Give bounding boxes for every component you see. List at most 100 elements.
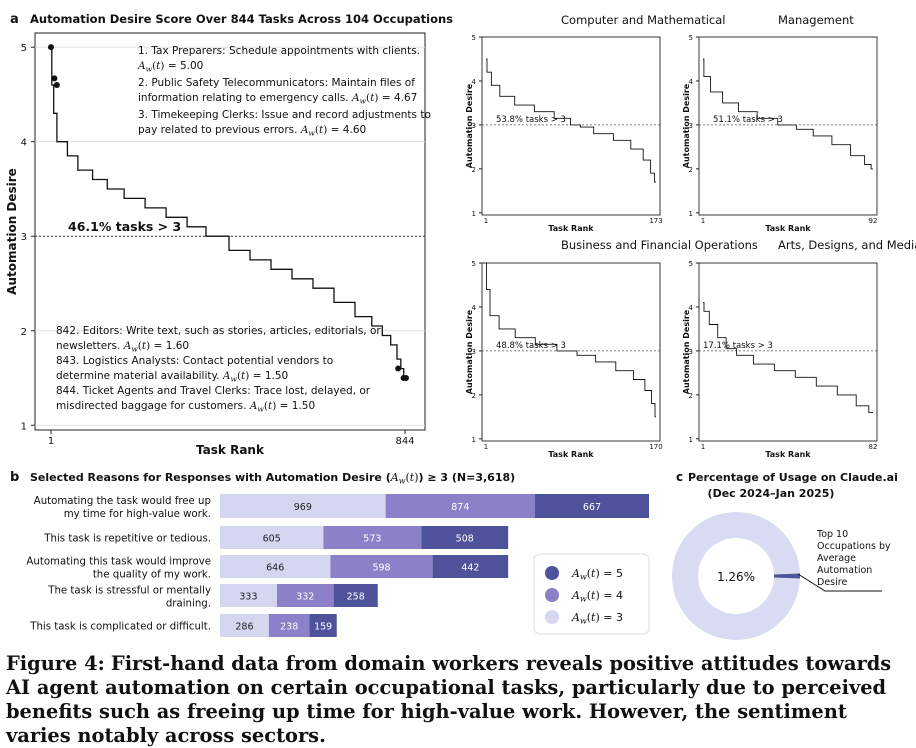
subpanel-y-tick-label: 4: [689, 304, 694, 312]
panel-b-bar-segment: [432, 555, 509, 578]
panel-b-legend-swatch: [545, 610, 559, 624]
subpanel-threshold-label: 53.8% tasks > 3: [496, 115, 566, 125]
panel-b-category-label: This task is complicated or difficult.: [29, 622, 211, 633]
caption-text: First-hand data from domain workers reve…: [6, 652, 892, 747]
subpanel-xlabel: Task Rank: [548, 224, 594, 233]
subpanel-title: Business and Financial Operations: [561, 238, 758, 252]
panel-c-annotation-line: Average: [817, 553, 856, 564]
panel-b-category-label: draining.: [166, 599, 211, 610]
subpanel-x-end: 92: [869, 217, 878, 225]
figure-caption: Figure 4: First-hand data from domain wo…: [6, 652, 912, 748]
subpanel-frame: [481, 262, 661, 442]
panel-b-bar-label: 286: [235, 622, 253, 633]
panel-b-bar-segment: [220, 526, 324, 549]
panel-b-bar-segment: [220, 584, 277, 607]
panel-b-bar-segment: [385, 494, 535, 518]
panel-a-x-tick-label: 1: [48, 436, 54, 447]
panel-a-bottom-note-line1: 844. Ticket Agents and Travel Clerks: Tr…: [56, 385, 371, 397]
subpanel-y-tick-label: 2: [689, 166, 693, 174]
subpanel-y-tick-label: 2: [472, 166, 476, 174]
panel-a-highlight-point: [51, 75, 58, 82]
panel-b-legend-swatch: [545, 566, 559, 580]
panel-a-y-tick-label: 3: [21, 232, 27, 243]
panel-b-bar-label: 159: [314, 622, 332, 633]
panel-a-bottom-note-line1: 843. Logistics Analysts: Contact potenti…: [56, 355, 333, 367]
panel-b-category-label: This task is repetitive or tedious.: [43, 534, 211, 545]
figure: a Automation Desire Score Over 844 Tasks …: [5, 12, 916, 641]
panel-c-annotation-leader: [797, 573, 882, 592]
panel-b-category-label: Automating this task would improve: [26, 557, 211, 568]
panel-a-top-note-line2: Aw(t) = 5.00: [137, 60, 203, 73]
panel-b-bar-segment: [534, 494, 649, 518]
subpanel-y-tick-label: 3: [472, 348, 476, 356]
subpanel-y-tick-label: 3: [472, 122, 476, 130]
subpanel-y-tick-label: 5: [472, 34, 476, 42]
panel-a-x-tick-label: 844: [395, 436, 414, 447]
subpanel-x-end: 173: [649, 217, 662, 225]
subpanel-frame: [481, 36, 661, 216]
subpanel-curve: [703, 302, 873, 413]
panel-a-top-note-line2: pay related to previous errors. Aw(t) = …: [138, 124, 366, 137]
panel-b-letter: b: [10, 470, 19, 485]
panel-b-bar-label: 874: [451, 502, 469, 513]
panel-b-legend-label: Aw(t) = 4: [571, 589, 623, 603]
subpanel-curve: [703, 58, 873, 170]
panel-a-bottom-note-line1: 842. Editors: Write text, such as storie…: [56, 325, 381, 337]
subpanel-frame: [698, 36, 878, 216]
panel-b-category-label: The task is stressful or mentally: [47, 586, 211, 597]
panel-b-bar-label: 605: [263, 534, 281, 545]
panel-b-legend-label: Aw(t) = 3: [571, 611, 623, 625]
panel-c-title-line2: (Dec 2024–Jan 2025): [708, 487, 835, 500]
subpanel-frame: [698, 262, 878, 442]
subpanel-x-start: 1: [484, 217, 488, 225]
subpanel-y-tick-label: 5: [689, 34, 693, 42]
subpanel-y-tick-label: 1: [472, 210, 476, 218]
subpanel-y-tick-label: 1: [472, 436, 476, 444]
panel-a-highlight-point: [403, 375, 409, 382]
subpanel-curve: [486, 58, 656, 183]
panel-a-highlight-point: [48, 44, 54, 51]
panel-b-bar-segment: [220, 614, 269, 637]
panel-b-legend-swatch: [545, 588, 559, 602]
subpanel-ylabel: Automation Desire: [682, 309, 691, 394]
panel-b-category-label: my time for high-value work.: [64, 509, 211, 520]
panel-a-top-note-line2: information relating to emergency calls.…: [138, 92, 417, 105]
panel-a-bottom-note-line2: misdirected baggage for customers. Aw(t)…: [56, 400, 315, 413]
panel-c-title-line1: Percentage of Usage on Claude.ai: [688, 471, 898, 484]
panel-c-donut-remainder: [672, 512, 800, 641]
subpanel-y-tick-label: 3: [689, 122, 693, 130]
panel-b-bar-segment: [309, 614, 337, 637]
panel-b-category-label: Automating the task would free up: [34, 496, 211, 507]
subpanel-y-tick-label: 2: [472, 392, 476, 400]
subpanel-curve: [486, 262, 656, 418]
panel-b-title: Selected Reasons for Responses with Auto…: [30, 471, 515, 485]
subpanel-y-tick-label: 2: [689, 392, 693, 400]
subpanel-ylabel: Automation Desire: [465, 309, 474, 394]
subpanel-y-tick-label: 3: [689, 348, 693, 356]
panel-b-category-label: the quality of my work.: [93, 570, 211, 581]
panel-a-y-tick-label: 4: [21, 138, 27, 149]
panel-b-legend-label: Aw(t) = 5: [571, 567, 623, 581]
caption-label: Figure 4:: [6, 652, 105, 675]
panel-a-top-note-line1: 3. Timekeeping Clerks: Issue and record …: [138, 109, 431, 121]
subpanel-x-end: 82: [869, 443, 878, 451]
panel-b-bar-segment: [220, 555, 331, 578]
panel-a-xlabel: Task Rank: [196, 443, 265, 457]
subpanel-title: Arts, Designs, and Media: [778, 238, 916, 252]
subpanel-y-tick-label: 5: [689, 260, 693, 268]
panel-b-bar-label: 332: [296, 592, 314, 603]
panel-a-y-tick-label: 5: [21, 43, 27, 54]
subpanel-x-start: 1: [701, 217, 705, 225]
panel-a-letter: a: [10, 12, 19, 27]
panel-b-bar-label: 238: [280, 622, 298, 633]
subpanel-threshold-label: 51.1% tasks > 3: [713, 115, 783, 125]
subpanel-ylabel: Automation Desire: [465, 83, 474, 168]
subpanel-y-tick-label: 4: [689, 78, 694, 86]
panel-b-bar-segment: [330, 555, 433, 578]
panel-a-bottom-note-line2: newsletters. Aw(t) = 1.60: [56, 340, 189, 353]
panel-c-annotation-line: Top 10: [816, 529, 848, 540]
panel-c-value-label: 1.26%: [717, 570, 755, 584]
subpanel-x-end: 170: [649, 443, 662, 451]
panel-a-y-tick-label: 1: [21, 421, 27, 432]
panel-a-top-note-line1: 2. Public Safety Telecommunicators: Main…: [138, 77, 415, 89]
